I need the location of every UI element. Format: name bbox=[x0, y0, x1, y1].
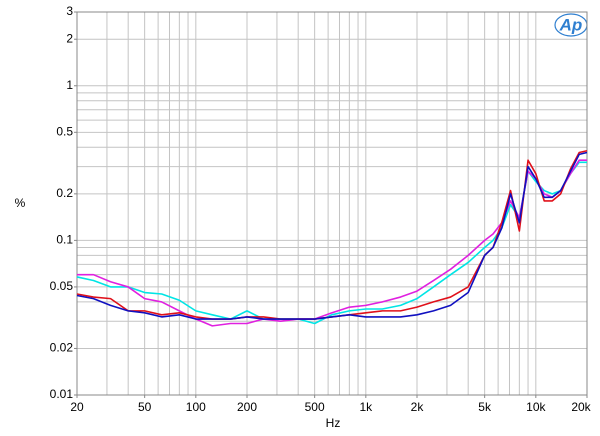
logo: Ap bbox=[559, 15, 583, 34]
x-tick-label: 2k bbox=[411, 400, 425, 414]
x-tick-label: 20k bbox=[571, 400, 591, 414]
y-tick-label: 1 bbox=[66, 78, 73, 92]
x-tick-label: 10k bbox=[526, 400, 546, 414]
x-tick-label: 5k bbox=[478, 400, 492, 414]
series-line bbox=[76, 151, 588, 320]
y-tick-label: 0.01 bbox=[50, 387, 74, 401]
y-tick-label: 0.5 bbox=[56, 124, 73, 138]
plot-border bbox=[76, 11, 588, 396]
y-tick-label: 3 bbox=[66, 4, 73, 18]
x-tick-label: 50 bbox=[138, 400, 152, 414]
y-tick-label: 2 bbox=[66, 31, 73, 45]
y-tick-label: 0.05 bbox=[50, 279, 74, 293]
y-tick-label: 0.1 bbox=[56, 233, 73, 247]
y-tick-label: 0.02 bbox=[50, 341, 74, 355]
x-tick-label: 200 bbox=[237, 400, 257, 414]
x-axis-label: Hz bbox=[326, 416, 341, 430]
x-tick-label: 500 bbox=[305, 400, 325, 414]
x-tick-label: 20 bbox=[70, 400, 84, 414]
series-line bbox=[76, 161, 587, 325]
x-tick-label: 100 bbox=[186, 400, 206, 414]
y-axis-label: % bbox=[15, 196, 26, 210]
y-tick-label: 0.2 bbox=[56, 186, 73, 200]
series-line bbox=[76, 149, 588, 320]
x-tick-label: 1k bbox=[359, 400, 373, 414]
